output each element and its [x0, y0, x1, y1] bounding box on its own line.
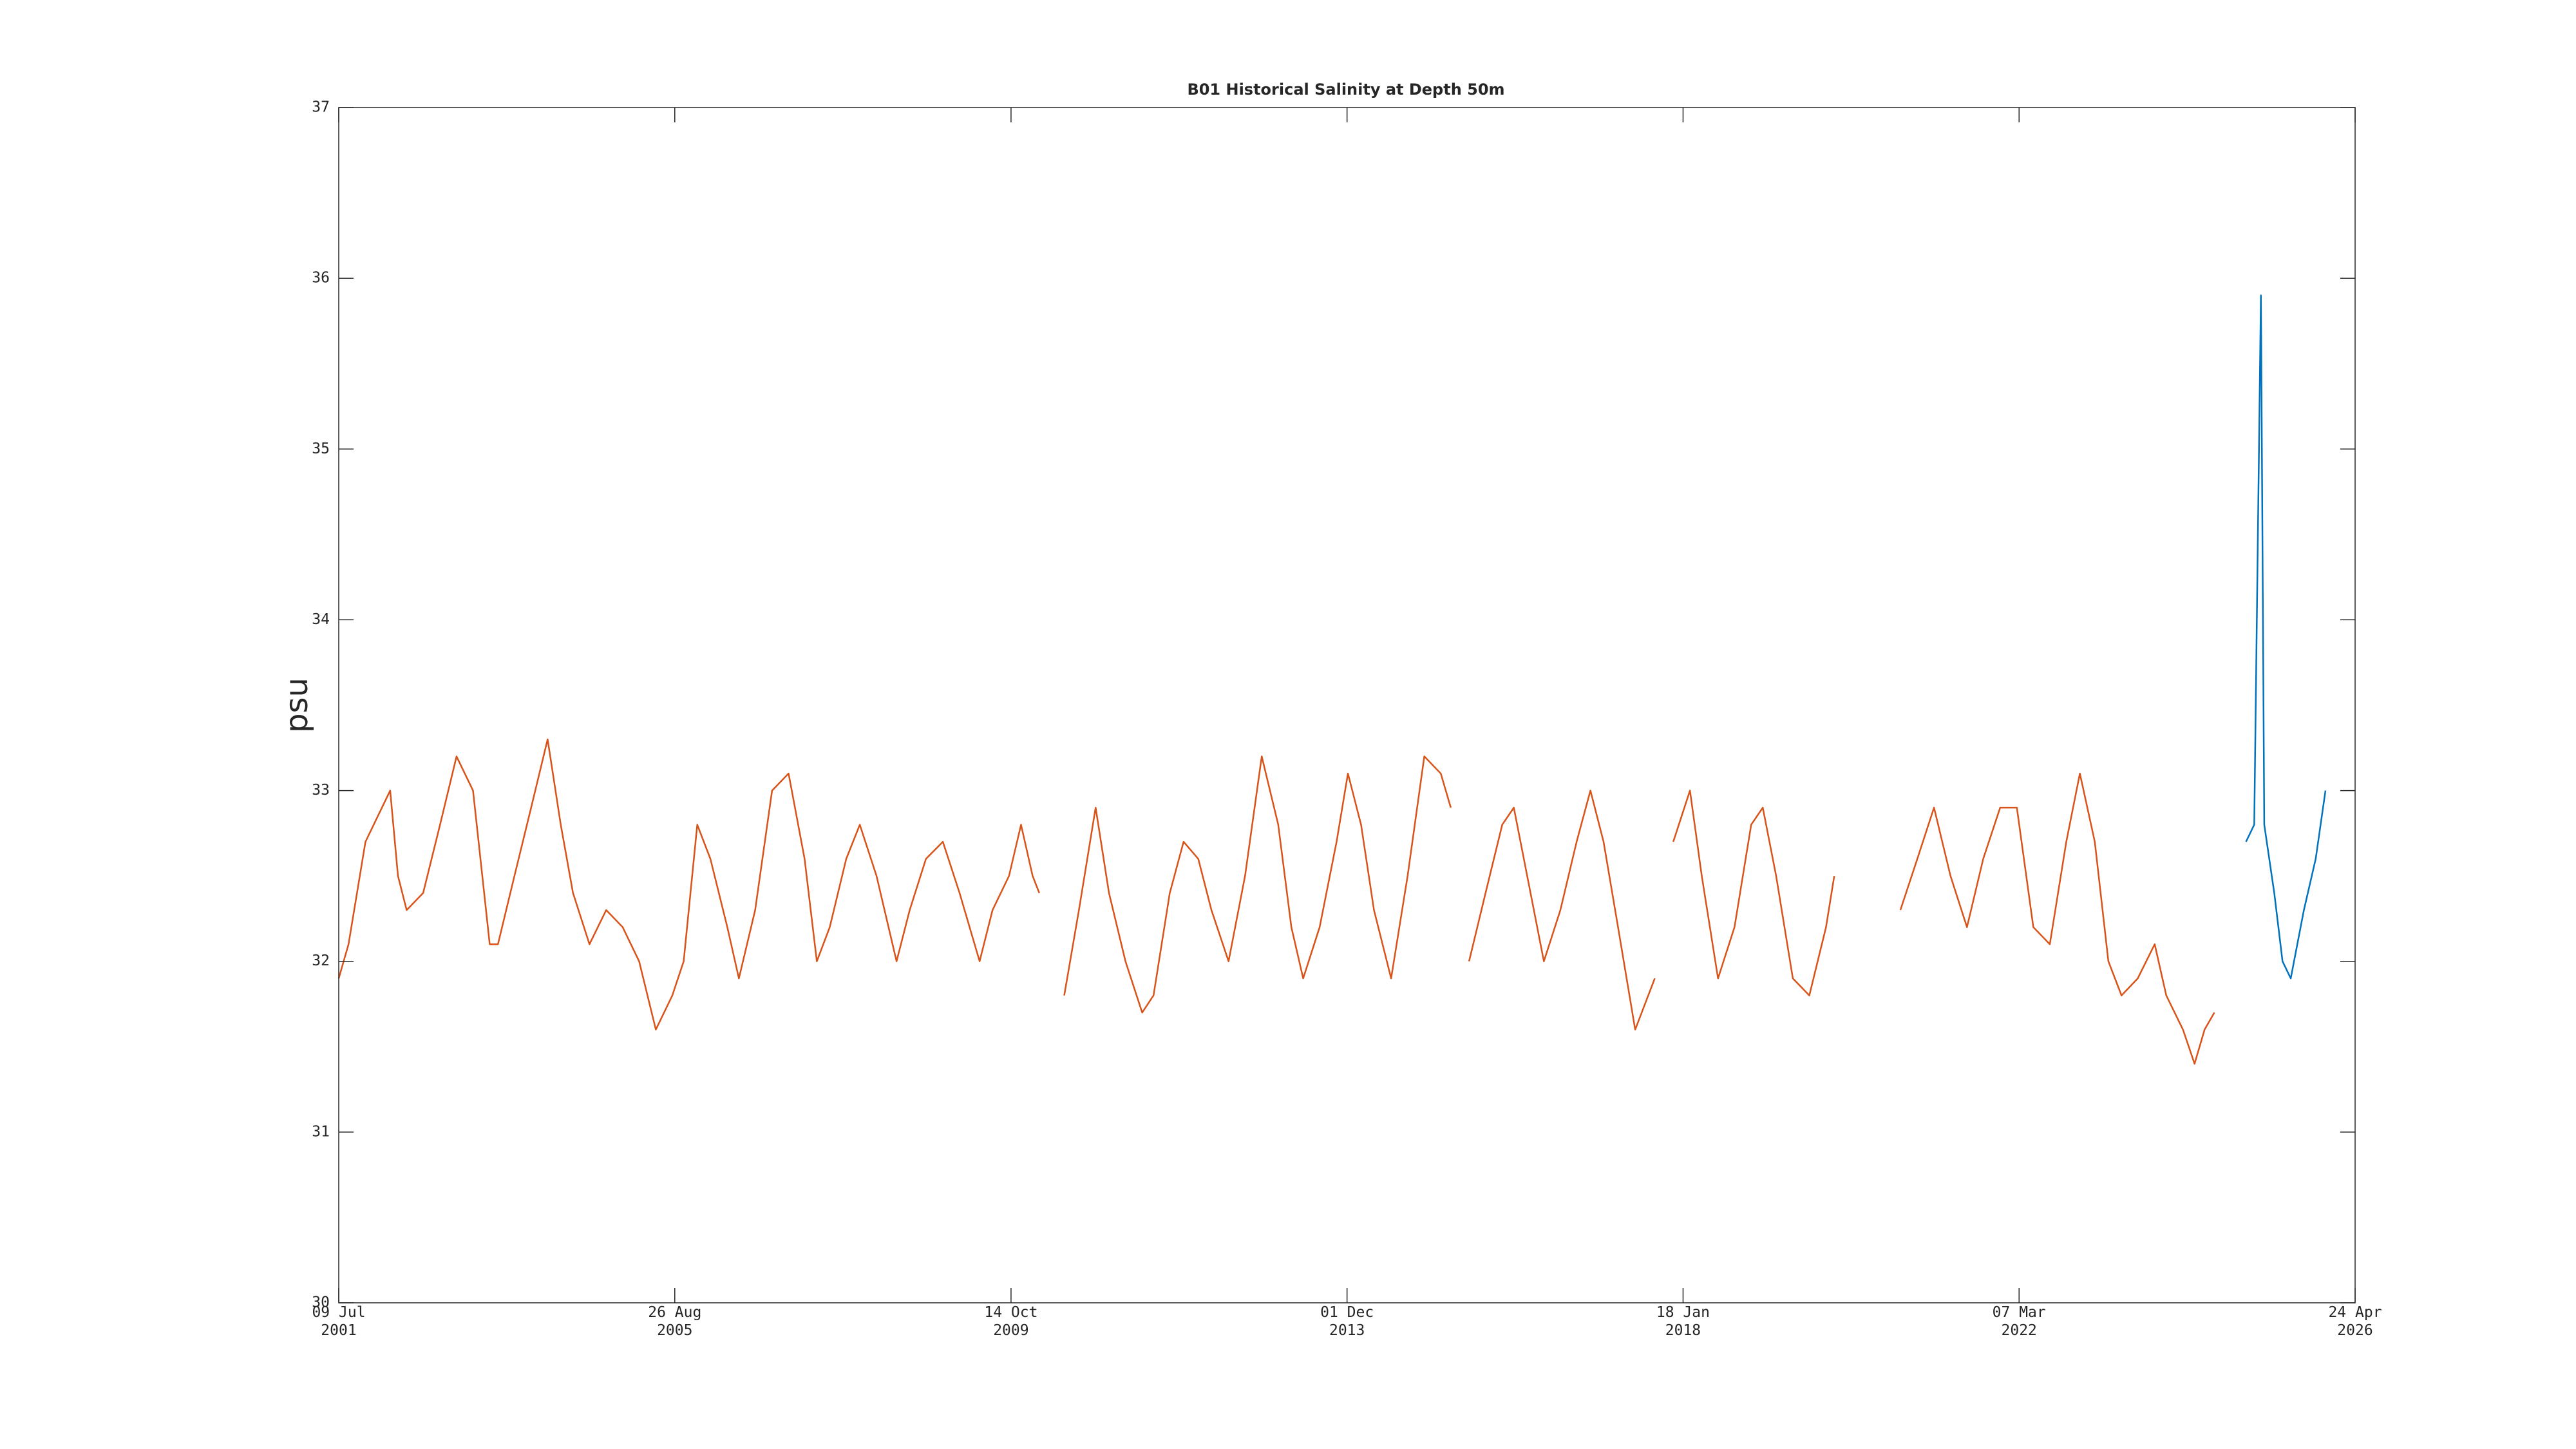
y-tick-label: 37 [312, 99, 330, 116]
x-tick-label: 26 Aug 2005 [648, 1304, 701, 1339]
x-tick-label: 01 Dec 2013 [1320, 1304, 1374, 1339]
y-tick-label: 34 [312, 611, 330, 628]
x-tick-label: 14 Oct 2009 [984, 1304, 1037, 1339]
x-tick-label: 07 Mar 2022 [1993, 1304, 2046, 1339]
x-tick-label: 24 Apr 2026 [2328, 1304, 2382, 1339]
y-tick-label: 31 [312, 1123, 330, 1140]
x-tick-label: 09 Jul 2001 [312, 1304, 365, 1339]
y-tick-label: 36 [312, 270, 330, 287]
y-tick-label: 35 [312, 440, 330, 457]
data-line [337, 738, 2215, 1065]
y-tick-label: 32 [312, 952, 330, 969]
chart-title: B01 Historical Salinity at Depth 50m [1187, 80, 1504, 99]
y-tick-label: 33 [312, 782, 330, 799]
x-tick-label: 18 Jan 2018 [1656, 1304, 1710, 1339]
y-tick-label: 30 [312, 1294, 330, 1311]
y-axis-label: psu [279, 677, 315, 733]
